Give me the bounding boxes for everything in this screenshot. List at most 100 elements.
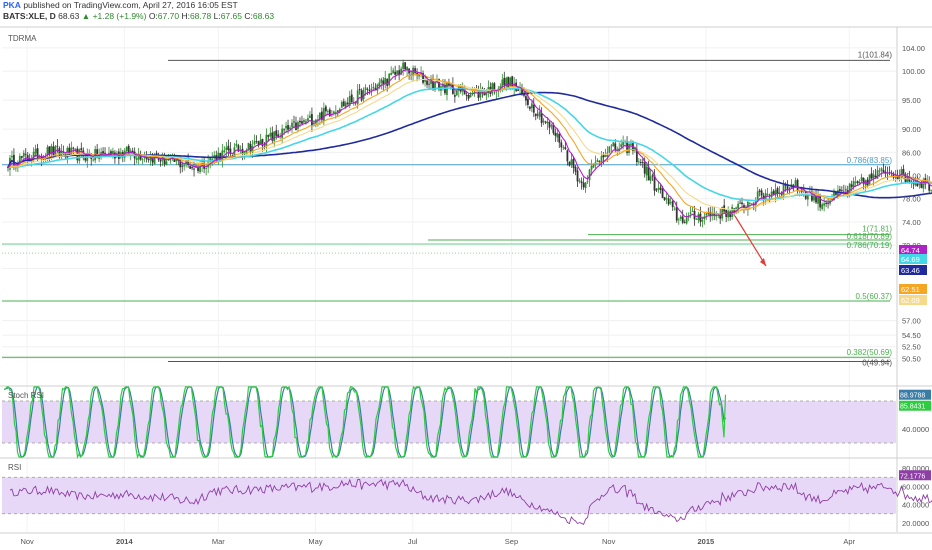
candle-body	[127, 145, 130, 155]
candle-body	[825, 203, 828, 204]
symbol-label[interactable]: BATS:XLE, D	[3, 11, 56, 21]
candle-body	[685, 217, 688, 224]
price-label-box	[899, 295, 927, 305]
candle-body	[766, 194, 769, 195]
publish-line: PKA published on TradingView.com, April …	[3, 0, 274, 11]
fib-label: 0(49.94)	[862, 359, 892, 368]
price-tick-label: 74.00	[902, 218, 921, 227]
candle-body	[756, 191, 759, 202]
candle-body	[608, 146, 611, 153]
candle-body	[455, 90, 458, 96]
candle-body	[102, 151, 104, 154]
candle-body	[530, 103, 533, 109]
rsi-band	[2, 477, 896, 514]
candle-body	[892, 174, 895, 178]
candle-body	[406, 66, 409, 71]
candle-body	[374, 88, 377, 90]
candle-body	[261, 138, 264, 146]
candle-body	[245, 149, 248, 155]
candle-body	[811, 191, 813, 201]
candle-body	[616, 150, 619, 152]
candle-body	[525, 96, 527, 101]
chart-background	[0, 27, 932, 549]
candle-body	[463, 89, 466, 95]
candle-body	[556, 133, 559, 138]
candle-body	[48, 146, 51, 155]
candle-body	[673, 208, 676, 210]
candle-body	[862, 177, 865, 184]
candle-body	[661, 188, 664, 198]
candle-body	[776, 188, 779, 194]
candle-body	[827, 203, 829, 204]
candle-body	[11, 155, 13, 158]
candle-body	[412, 67, 414, 76]
candle-body	[507, 76, 510, 88]
candle-body	[235, 143, 238, 146]
candle-body	[675, 207, 678, 221]
candle-body	[187, 160, 190, 165]
candle-body	[307, 118, 309, 121]
candle-body	[562, 147, 565, 149]
candle-body	[221, 150, 224, 161]
candle-body	[346, 102, 349, 105]
candle-body	[566, 150, 569, 162]
candle-body	[322, 108, 325, 121]
candle-body	[131, 150, 134, 154]
candle-body	[870, 173, 873, 179]
candle-body	[189, 166, 192, 169]
candle-body	[819, 195, 822, 208]
candle-body	[639, 162, 642, 163]
author-link[interactable]: PKA	[3, 0, 21, 10]
candle-body	[223, 150, 226, 152]
candle-body	[141, 159, 144, 161]
candle-body	[657, 188, 660, 190]
price-label-text: 63.46	[901, 266, 920, 275]
stoch-tick-label: 40.0000	[902, 425, 929, 434]
candle-body	[432, 79, 434, 89]
candle-body	[340, 101, 343, 108]
candle-body	[842, 191, 845, 193]
price-label-text: 64.74	[901, 246, 920, 255]
candle-body	[229, 148, 232, 154]
candle-body	[100, 152, 102, 154]
candle-body	[396, 70, 399, 75]
candle-body	[473, 91, 476, 93]
price-label-text: 62.51	[901, 285, 920, 294]
candle-body	[558, 134, 561, 143]
candle-body	[24, 153, 27, 155]
last-price: 68.63	[58, 11, 80, 21]
candle-body	[528, 106, 531, 109]
time-tick-label: Nov	[602, 537, 616, 546]
candle-body	[273, 131, 276, 142]
candle-body	[360, 90, 363, 101]
price-tick-label: 86.00	[902, 148, 921, 157]
candle-body	[858, 182, 861, 184]
rsi-tick-label: 60.0000	[902, 482, 929, 491]
candle-body	[209, 157, 212, 163]
candle-body	[305, 121, 307, 123]
candle-body	[426, 80, 428, 85]
candle-body	[884, 171, 887, 173]
candle-body	[695, 218, 698, 220]
candle-body	[303, 120, 305, 123]
candle-body	[181, 165, 184, 167]
candle-body	[382, 80, 385, 85]
candle-body	[159, 159, 162, 162]
candle-body	[344, 102, 347, 108]
fib-levels	[2, 59, 896, 363]
candle-body	[372, 86, 375, 89]
candle-body	[671, 201, 674, 208]
candle-body	[764, 193, 767, 200]
candle-body	[324, 106, 327, 112]
candle-body	[438, 78, 440, 90]
candle-body	[293, 121, 295, 123]
candle-body	[542, 120, 545, 122]
candle-body	[215, 155, 218, 162]
candle-body	[259, 139, 262, 144]
candle-body	[902, 169, 905, 175]
candle-body	[297, 122, 299, 129]
candle-body	[598, 161, 601, 163]
fib-label: 0.5(60.37)	[856, 292, 893, 301]
stoch-d-value-box	[899, 400, 931, 411]
